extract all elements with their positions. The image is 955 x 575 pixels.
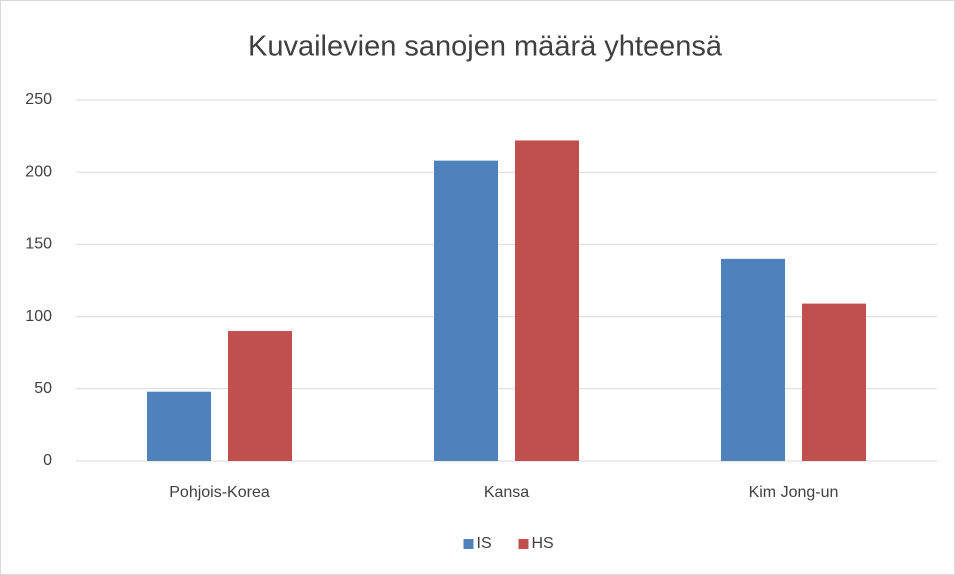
chart-title: Kuvailevien sanojen määrä yhteensä — [248, 31, 723, 63]
bar — [434, 160, 498, 461]
x-tick-label: Kansa — [484, 484, 529, 501]
bar — [802, 303, 866, 461]
legend-swatch — [518, 539, 529, 549]
legend-label: IS — [477, 535, 492, 552]
y-tick-label: 50 — [34, 380, 52, 397]
legend-label: HS — [532, 535, 554, 552]
bar — [147, 391, 211, 461]
bar — [721, 258, 785, 461]
x-tick-label: Pohjois-Korea — [169, 484, 270, 501]
legend-swatch — [463, 539, 474, 549]
y-tick-label: 0 — [43, 452, 52, 469]
y-tick-label: 150 — [25, 236, 52, 253]
y-tick-label: 200 — [25, 163, 52, 180]
y-tick-label: 100 — [25, 308, 52, 325]
y-tick-label: 250 — [25, 91, 52, 108]
bar — [228, 331, 292, 461]
x-tick-label: Kim Jong-un — [749, 484, 839, 501]
bar — [515, 140, 579, 461]
